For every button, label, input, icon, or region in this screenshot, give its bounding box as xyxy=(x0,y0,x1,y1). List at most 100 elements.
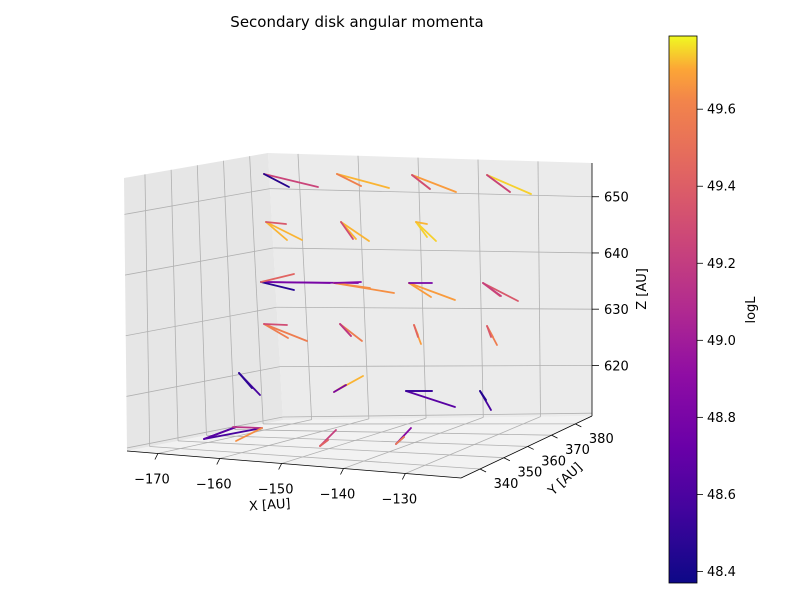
quiver-arrow xyxy=(263,173,319,188)
quiver-arrow xyxy=(260,273,295,283)
x-grid-floor xyxy=(281,417,427,464)
quiver-arrow-head xyxy=(260,281,331,284)
z-tick-label: 650 xyxy=(604,191,629,206)
x-tick-label: −160 xyxy=(196,478,232,493)
quiver-arrow xyxy=(486,325,492,338)
quiver-arrow xyxy=(411,174,431,190)
quiver-arrow xyxy=(238,372,253,389)
z-grid-back xyxy=(273,247,593,254)
quiver-arrow xyxy=(486,174,532,195)
x-axis-line xyxy=(126,450,462,479)
y-grid-floor xyxy=(206,434,528,447)
colorbar-tick-label: 48.4 xyxy=(707,565,736,580)
y-grid-side xyxy=(223,160,236,430)
z-grid-side xyxy=(126,416,283,449)
quiver-arrow xyxy=(203,427,263,440)
quiver-arrow xyxy=(340,221,354,240)
y-tick-mark xyxy=(551,434,558,439)
z-tick-label: 620 xyxy=(604,359,629,374)
z-grid-back xyxy=(282,412,593,418)
z-grid-back xyxy=(269,188,593,198)
chart-title: Secondary disk angular momenta xyxy=(230,13,483,31)
x-tick-mark xyxy=(401,473,406,480)
x-grid-back xyxy=(537,161,541,417)
z-grid-side xyxy=(125,306,277,337)
y-grid-side xyxy=(196,165,207,436)
colorbar-tick-label: 49.6 xyxy=(707,103,736,118)
quiver-arrow xyxy=(411,174,457,193)
y-tick-mark xyxy=(527,446,534,450)
colorbar-tick-label: 49.4 xyxy=(707,180,736,195)
y-tick-label: 340 xyxy=(494,477,519,492)
z-axis-label: Z [AU] xyxy=(635,268,650,310)
x-axis-label: X [AU] xyxy=(248,497,291,515)
z-tick-label: 630 xyxy=(604,303,629,318)
quiver-arrow xyxy=(235,427,263,442)
x-tick-label: −140 xyxy=(320,488,356,503)
quiver-arrow xyxy=(340,221,370,242)
quiver-arrow xyxy=(482,282,502,297)
y-tick-mark xyxy=(503,457,511,462)
x-grid-back xyxy=(477,159,484,418)
quiver-arrow xyxy=(395,436,405,445)
colorbar-tick-label: 48.8 xyxy=(707,411,736,426)
colorbar-ticks: 48.4 48.6 48.8 49.0 49.2 49.4 49.6 xyxy=(697,103,736,580)
colorbar: 48.4 48.6 48.8 49.0 49.2 49.4 49.6 logL xyxy=(668,35,759,584)
quiver-arrow-head xyxy=(415,221,428,238)
quiver-arrow xyxy=(336,173,362,187)
back-pane xyxy=(268,153,592,420)
y-grid-floor xyxy=(149,446,481,470)
z-grid-side xyxy=(124,188,271,215)
x-tick-label: −150 xyxy=(258,483,294,498)
quiver-arrow xyxy=(263,323,288,326)
quiver-arrow xyxy=(486,174,511,193)
quiver-arrow xyxy=(333,281,362,284)
quiver-arrow xyxy=(413,324,419,338)
x-grid-floor xyxy=(405,416,541,474)
quiver-arrow xyxy=(232,426,263,429)
grid-lines xyxy=(124,153,593,474)
colorbar-gradient xyxy=(668,35,698,584)
colorbar-label: logL xyxy=(744,296,759,324)
quiver-arrow xyxy=(263,323,308,342)
quiver-arrow xyxy=(263,173,290,188)
quiver-arrow xyxy=(265,221,303,241)
z-grid-side xyxy=(124,247,274,276)
y-axis-line xyxy=(460,415,593,479)
y-grid-side xyxy=(144,174,151,447)
x-grid-floor xyxy=(343,417,484,469)
colorbar-tick-label: 48.6 xyxy=(707,488,736,503)
quiver-arrow xyxy=(265,221,287,225)
quiver-arrow xyxy=(319,439,329,447)
z-grid-back xyxy=(279,364,593,368)
y-tick-label: 350 xyxy=(517,466,542,481)
x-tick-mark xyxy=(154,453,159,460)
x-tick-label: −170 xyxy=(134,473,170,488)
z-tick-label: 640 xyxy=(604,247,629,262)
colorbar-tick-label: 49.2 xyxy=(707,257,736,272)
quiver-arrow xyxy=(405,390,456,408)
quiver-arrow-head xyxy=(263,323,289,339)
x-tick-mark xyxy=(278,463,282,470)
y-grid-floor xyxy=(178,440,504,459)
quiver-arrow xyxy=(339,323,352,337)
quiver-arrow xyxy=(482,282,519,302)
quiver-arrow xyxy=(260,281,295,291)
y-grid-side xyxy=(170,169,179,441)
y-grid-floor xyxy=(234,429,552,436)
z-grid-back xyxy=(276,306,593,310)
quiver-arrow xyxy=(415,221,428,225)
quiver-arrows xyxy=(203,173,532,447)
x-tick-label: −130 xyxy=(381,493,417,508)
side-pane xyxy=(124,153,283,451)
quiver-arrow xyxy=(203,426,237,440)
quiver-arrow xyxy=(479,390,487,401)
x-grid-back xyxy=(297,153,313,420)
y-tick-label: 370 xyxy=(565,443,590,458)
colorbar-tick-label: 49.0 xyxy=(707,334,736,349)
y-tick-mark xyxy=(479,468,487,473)
x-grid-floor xyxy=(219,418,369,459)
quiver-arrow-head xyxy=(333,282,371,289)
